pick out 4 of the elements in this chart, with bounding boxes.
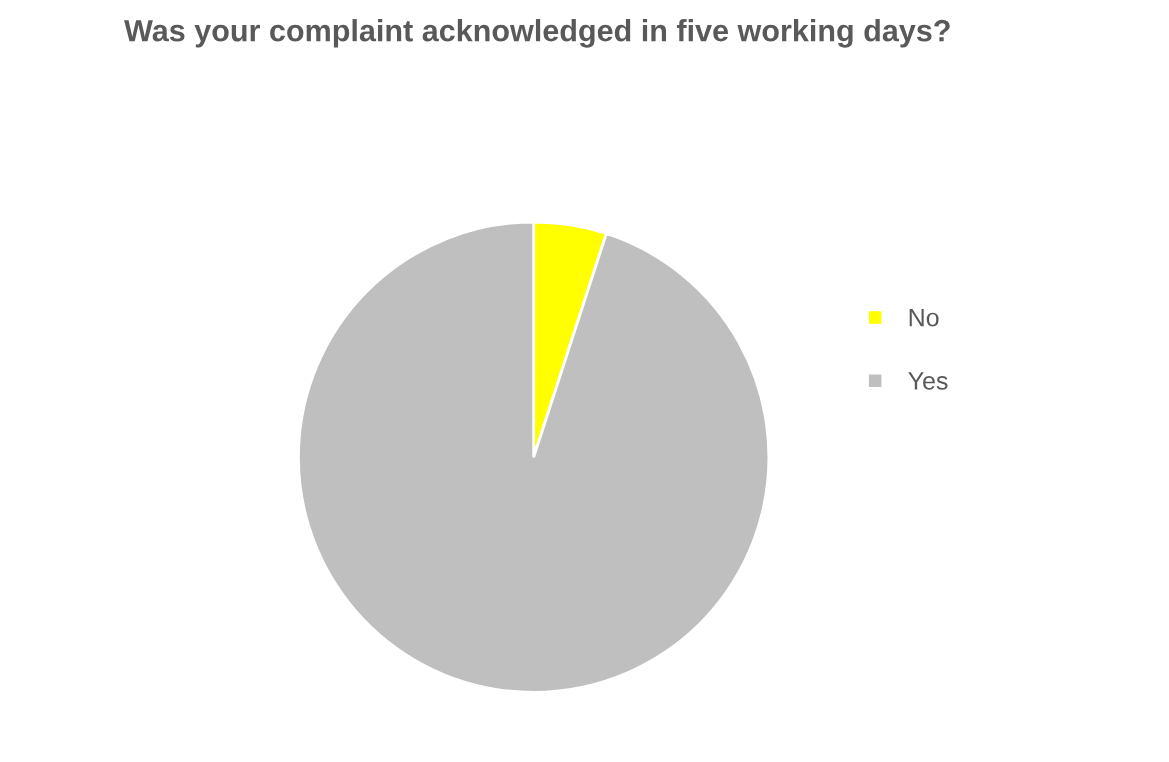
legend-label: Yes	[908, 372, 948, 390]
legend-label: No	[909, 308, 939, 327]
pie-slice	[297, 220, 771, 694]
chart-title: Was your complaint acknowledged in five working days?	[124, 19, 950, 48]
